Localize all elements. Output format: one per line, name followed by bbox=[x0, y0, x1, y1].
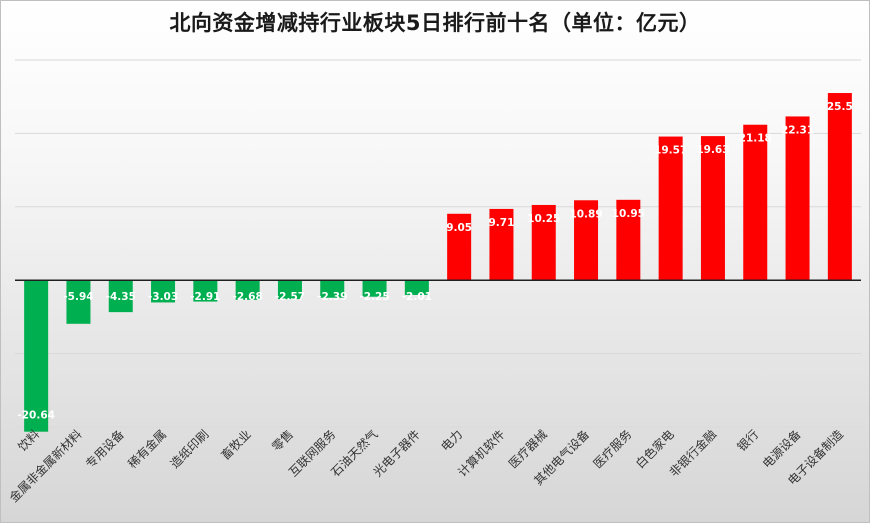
bar bbox=[320, 280, 345, 298]
category-label: 畜牧业 bbox=[218, 427, 254, 463]
category-label: 专用设备 bbox=[82, 427, 127, 472]
data-label: -2.91 bbox=[190, 291, 220, 303]
data-label: 10.89 bbox=[569, 208, 602, 220]
category-label: 医疗服务 bbox=[590, 427, 635, 472]
data-label: 10.25 bbox=[527, 213, 560, 225]
category-label: 稀有金属 bbox=[125, 427, 170, 472]
data-label: -2.57 bbox=[275, 291, 305, 303]
data-label: 25.5 bbox=[827, 101, 853, 113]
bar bbox=[151, 280, 176, 303]
data-label: -2.68 bbox=[233, 291, 263, 303]
bar bbox=[785, 116, 810, 281]
category-label: 金属非金属新材料 bbox=[6, 427, 84, 505]
data-label: 9.71 bbox=[488, 217, 514, 229]
category-label: 造纸印刷 bbox=[168, 427, 212, 471]
category-label: 医疗器械 bbox=[505, 427, 550, 472]
bar bbox=[66, 280, 91, 324]
bar bbox=[447, 213, 472, 281]
data-label: -4.35 bbox=[106, 291, 136, 303]
bar bbox=[489, 208, 514, 281]
category-label: 电源设备 bbox=[760, 427, 804, 471]
bar-layer bbox=[24, 93, 852, 432]
bar bbox=[700, 136, 725, 281]
category-label: 零售 bbox=[268, 427, 296, 455]
bar bbox=[108, 280, 133, 313]
bar bbox=[531, 204, 556, 281]
data-label: -2.01 bbox=[402, 291, 432, 303]
bar bbox=[658, 136, 683, 281]
data-label: -20.64 bbox=[17, 410, 55, 422]
data-label: 10.95 bbox=[612, 208, 645, 220]
data-label: 19.63 bbox=[696, 144, 729, 156]
bar bbox=[362, 280, 387, 297]
grid-layer bbox=[15, 59, 861, 428]
bar bbox=[574, 200, 599, 281]
data-label: 22.31 bbox=[781, 124, 814, 136]
category-label: 银行 bbox=[734, 427, 761, 454]
bar bbox=[24, 280, 49, 432]
bar bbox=[743, 124, 768, 281]
data-label: -2.25 bbox=[359, 291, 389, 303]
bar bbox=[616, 199, 641, 281]
bar bbox=[404, 280, 429, 295]
bar bbox=[277, 280, 302, 300]
chart-title: 北向资金增减持行业板块5日排行前十名（单位：亿元） bbox=[169, 11, 701, 35]
bar bbox=[193, 280, 218, 302]
category-label: 白色家电 bbox=[632, 427, 677, 472]
data-label: 21.18 bbox=[739, 133, 772, 145]
data-label: 9.05 bbox=[446, 222, 472, 234]
data-label: -2.39 bbox=[317, 291, 347, 303]
data-label: 19.57 bbox=[654, 145, 687, 157]
data-label: -5.94 bbox=[63, 291, 93, 303]
label-layer: -20.64 -5.94 -4.35 -3.03 -2.91 -2.68 -2.57 -2.3… bbox=[17, 101, 852, 422]
bar bbox=[235, 280, 260, 300]
category-label: 电力 bbox=[438, 427, 465, 454]
data-label: -3.03 bbox=[148, 291, 178, 303]
bar bbox=[827, 93, 852, 281]
